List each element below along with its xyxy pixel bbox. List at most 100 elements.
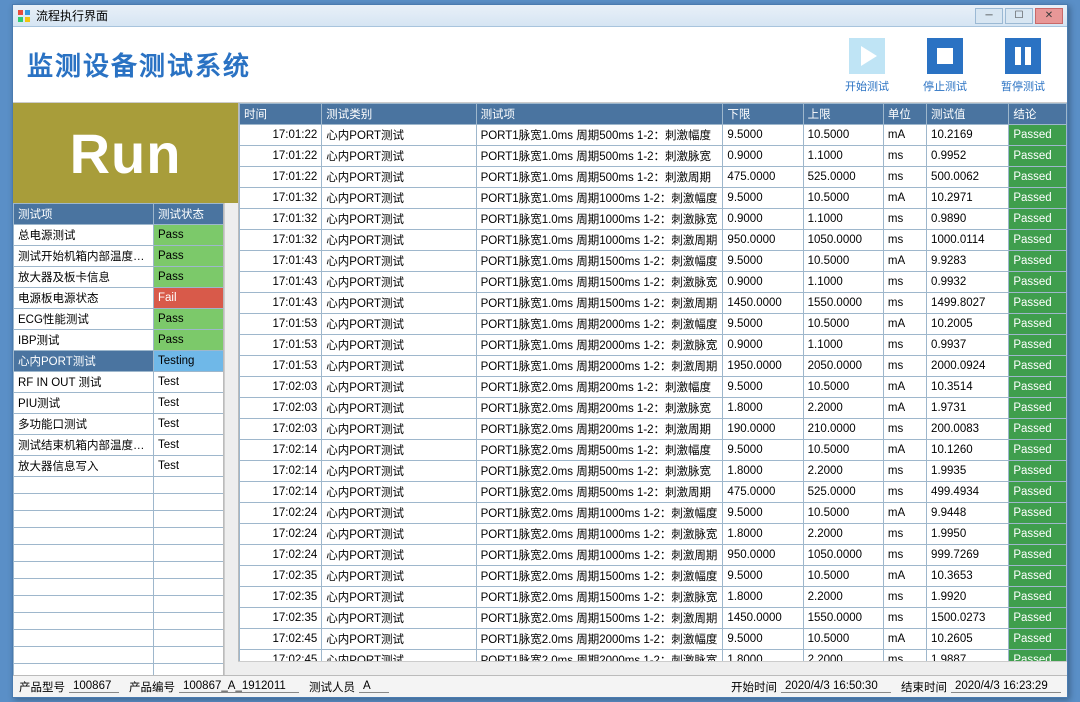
result-row[interactable]: 17:02:35心内PORT测试PORT1脉宽2.0ms 周期1500ms 1-… [240,608,1067,629]
cell-result: Passed [1009,440,1067,461]
cell-low: 475.0000 [723,167,803,188]
start-test-button[interactable]: 开始测试 [841,36,893,94]
stop-test-button[interactable]: 停止测试 [919,36,971,94]
cell-unit: mA [883,398,926,419]
test-item-row[interactable]: IBP测试Pass [14,330,224,351]
cell-type: 心内PORT测试 [322,482,476,503]
model-field: 产品型号 100867 [19,679,119,695]
col-test-item: 测试项 [14,204,154,225]
result-row[interactable]: 17:01:53心内PORT测试PORT1脉宽1.0ms 周期2000ms 1-… [240,335,1067,356]
result-row[interactable]: 17:02:14心内PORT测试PORT1脉宽2.0ms 周期500ms 1-2… [240,482,1067,503]
cell-low: 1450.0000 [723,293,803,314]
test-item-row[interactable]: 测试开始机箱内部温度信息Pass [14,246,224,267]
test-item-row[interactable]: 放大器信息写入Test [14,456,224,477]
test-item-row[interactable]: RF IN OUT 测试Test [14,372,224,393]
cell-val: 10.2971 [927,188,1009,209]
result-row[interactable]: 17:02:35心内PORT测试PORT1脉宽2.0ms 周期1500ms 1-… [240,566,1067,587]
test-item-name: 放大器信息写入 [14,456,154,477]
test-item-row[interactable]: 电源板电源状态Fail [14,288,224,309]
test-item-status: Test [154,393,224,414]
cell-low: 1.8000 [723,398,803,419]
test-item-row[interactable]: 放大器及板卡信息Pass [14,267,224,288]
cell-item: PORT1脉宽1.0ms 周期2000ms 1-2：刺激周期 [476,356,723,377]
test-item-row[interactable]: PIU测试Test [14,393,224,414]
cell-high: 2050.0000 [803,356,883,377]
cell-high: 1.1000 [803,272,883,293]
result-row[interactable]: 17:01:32心内PORT测试PORT1脉宽1.0ms 周期1000ms 1-… [240,209,1067,230]
test-item-name: 测试结束机箱内部温度信息 [14,435,154,456]
tester-label: 测试人员 [309,679,355,695]
cell-result: Passed [1009,356,1067,377]
test-items-table: 测试项 测试状态 总电源测试Pass测试开始机箱内部温度信息Pass放大器及板卡… [13,203,224,675]
cell-item: PORT1脉宽1.0ms 周期1500ms 1-2：刺激周期 [476,293,723,314]
cell-high: 2.2000 [803,524,883,545]
cell-type: 心内PORT测试 [322,608,476,629]
result-row[interactable]: 17:02:03心内PORT测试PORT1脉宽2.0ms 周期200ms 1-2… [240,377,1067,398]
cell-time: 17:02:45 [240,629,322,650]
right-panel: 时间 测试类别 测试项 下限 上限 单位 测试值 结论 17:01:22心内PO… [238,103,1067,675]
test-item-row[interactable]: ECG性能测试Pass [14,309,224,330]
empty-row [14,630,224,647]
result-row[interactable]: 17:02:24心内PORT测试PORT1脉宽2.0ms 周期1000ms 1-… [240,545,1067,566]
result-row[interactable]: 17:01:53心内PORT测试PORT1脉宽1.0ms 周期2000ms 1-… [240,314,1067,335]
result-row[interactable]: 17:02:45心内PORT测试PORT1脉宽2.0ms 周期2000ms 1-… [240,650,1067,662]
cell-time: 17:02:24 [240,524,322,545]
cell-item: PORT1脉宽2.0ms 周期500ms 1-2：刺激幅度 [476,440,723,461]
result-row[interactable]: 17:01:22心内PORT测试PORT1脉宽1.0ms 周期500ms 1-2… [240,167,1067,188]
cell-result: Passed [1009,272,1067,293]
cell-low: 950.0000 [723,545,803,566]
close-button[interactable]: ✕ [1035,8,1063,24]
cell-val: 1.9950 [927,524,1009,545]
col-high: 上限 [803,104,883,125]
result-row[interactable]: 17:01:32心内PORT测试PORT1脉宽1.0ms 周期1000ms 1-… [240,188,1067,209]
pause-label: 暂停测试 [1001,78,1045,94]
maximize-button[interactable]: ☐ [1005,8,1033,24]
cell-low: 9.5000 [723,503,803,524]
run-status: Run [13,103,238,203]
result-row[interactable]: 17:01:32心内PORT测试PORT1脉宽1.0ms 周期1000ms 1-… [240,230,1067,251]
cell-time: 17:01:43 [240,293,322,314]
cell-item: PORT1脉宽2.0ms 周期200ms 1-2：刺激周期 [476,419,723,440]
result-row[interactable]: 17:02:14心内PORT测试PORT1脉宽2.0ms 周期500ms 1-2… [240,440,1067,461]
test-item-row[interactable]: 多功能口测试Test [14,414,224,435]
result-row[interactable]: 17:02:45心内PORT测试PORT1脉宽2.0ms 周期2000ms 1-… [240,629,1067,650]
test-item-row[interactable]: 总电源测试Pass [14,225,224,246]
cell-time: 17:02:14 [240,482,322,503]
result-row[interactable]: 17:01:22心内PORT测试PORT1脉宽1.0ms 周期500ms 1-2… [240,146,1067,167]
test-item-row[interactable]: 心内PORT测试Testing [14,351,224,372]
cell-result: Passed [1009,146,1067,167]
cell-time: 17:01:32 [240,230,322,251]
test-item-row[interactable]: 测试结束机箱内部温度信息Test [14,435,224,456]
cell-low: 0.9000 [723,209,803,230]
cell-item: PORT1脉宽2.0ms 周期1000ms 1-2：刺激周期 [476,545,723,566]
result-row[interactable]: 17:01:43心内PORT测试PORT1脉宽1.0ms 周期1500ms 1-… [240,251,1067,272]
bottom-scrollbar[interactable] [238,661,1067,675]
model-value: 100867 [69,680,119,693]
pause-test-button[interactable]: 暂停测试 [997,36,1049,94]
empty-row [14,596,224,613]
results-table-wrap[interactable]: 时间 测试类别 测试项 下限 上限 单位 测试值 结论 17:01:22心内PO… [238,103,1067,661]
result-row[interactable]: 17:02:14心内PORT测试PORT1脉宽2.0ms 周期500ms 1-2… [240,461,1067,482]
stop-icon [925,36,965,76]
result-row[interactable]: 17:02:24心内PORT测试PORT1脉宽2.0ms 周期1000ms 1-… [240,524,1067,545]
cell-val: 10.3653 [927,566,1009,587]
minimize-button[interactable]: ─ [975,8,1003,24]
empty-row [14,664,224,676]
cell-type: 心内PORT测试 [322,188,476,209]
result-row[interactable]: 17:01:43心内PORT测试PORT1脉宽1.0ms 周期1500ms 1-… [240,293,1067,314]
cell-time: 17:01:22 [240,146,322,167]
result-row[interactable]: 17:02:03心内PORT测试PORT1脉宽2.0ms 周期200ms 1-2… [240,398,1067,419]
cell-unit: ms [883,293,926,314]
cell-unit: mA [883,440,926,461]
result-row[interactable]: 17:01:53心内PORT测试PORT1脉宽1.0ms 周期2000ms 1-… [240,356,1067,377]
header-actions: 开始测试 停止测试 暂停测试 [841,36,1053,94]
result-row[interactable]: 17:02:24心内PORT测试PORT1脉宽2.0ms 周期1000ms 1-… [240,503,1067,524]
result-row[interactable]: 17:02:03心内PORT测试PORT1脉宽2.0ms 周期200ms 1-2… [240,419,1067,440]
cell-result: Passed [1009,545,1067,566]
cell-type: 心内PORT测试 [322,587,476,608]
result-row[interactable]: 17:01:22心内PORT测试PORT1脉宽1.0ms 周期500ms 1-2… [240,125,1067,146]
result-row[interactable]: 17:01:43心内PORT测试PORT1脉宽1.0ms 周期1500ms 1-… [240,272,1067,293]
result-row[interactable]: 17:02:35心内PORT测试PORT1脉宽2.0ms 周期1500ms 1-… [240,587,1067,608]
cell-item: PORT1脉宽2.0ms 周期1500ms 1-2：刺激脉宽 [476,587,723,608]
left-scrollbar[interactable] [224,203,238,675]
